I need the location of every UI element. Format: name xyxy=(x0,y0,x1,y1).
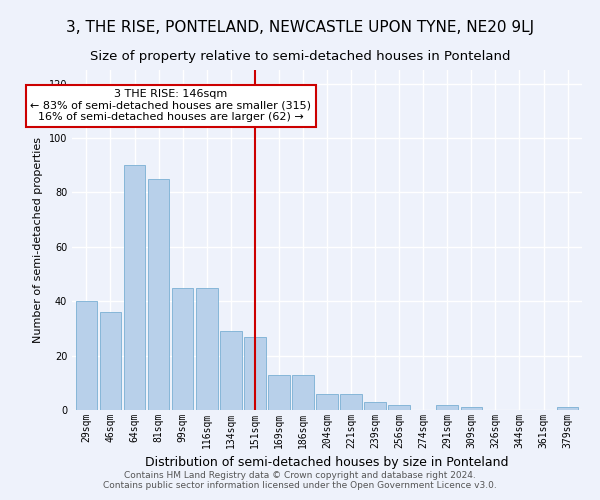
Bar xyxy=(461,408,482,410)
Bar xyxy=(292,374,314,410)
Bar xyxy=(364,402,386,410)
Bar xyxy=(172,288,193,410)
Text: Size of property relative to semi-detached houses in Ponteland: Size of property relative to semi-detach… xyxy=(90,50,510,63)
Text: 3, THE RISE, PONTELAND, NEWCASTLE UPON TYNE, NE20 9LJ: 3, THE RISE, PONTELAND, NEWCASTLE UPON T… xyxy=(66,20,534,35)
X-axis label: Distribution of semi-detached houses by size in Ponteland: Distribution of semi-detached houses by … xyxy=(145,456,509,469)
Bar xyxy=(244,336,266,410)
Bar xyxy=(436,404,458,410)
Bar xyxy=(388,404,410,410)
Bar xyxy=(220,331,242,410)
Bar xyxy=(557,408,578,410)
Bar xyxy=(76,301,97,410)
Y-axis label: Number of semi-detached properties: Number of semi-detached properties xyxy=(33,137,43,343)
Text: 3 THE RISE: 146sqm
← 83% of semi-detached houses are smaller (315)
16% of semi-d: 3 THE RISE: 146sqm ← 83% of semi-detache… xyxy=(30,89,311,122)
Bar xyxy=(196,288,218,410)
Bar xyxy=(268,374,290,410)
Bar xyxy=(124,165,145,410)
Text: Contains HM Land Registry data © Crown copyright and database right 2024.
Contai: Contains HM Land Registry data © Crown c… xyxy=(103,470,497,490)
Bar xyxy=(316,394,338,410)
Bar xyxy=(100,312,121,410)
Bar xyxy=(340,394,362,410)
Bar xyxy=(148,179,169,410)
